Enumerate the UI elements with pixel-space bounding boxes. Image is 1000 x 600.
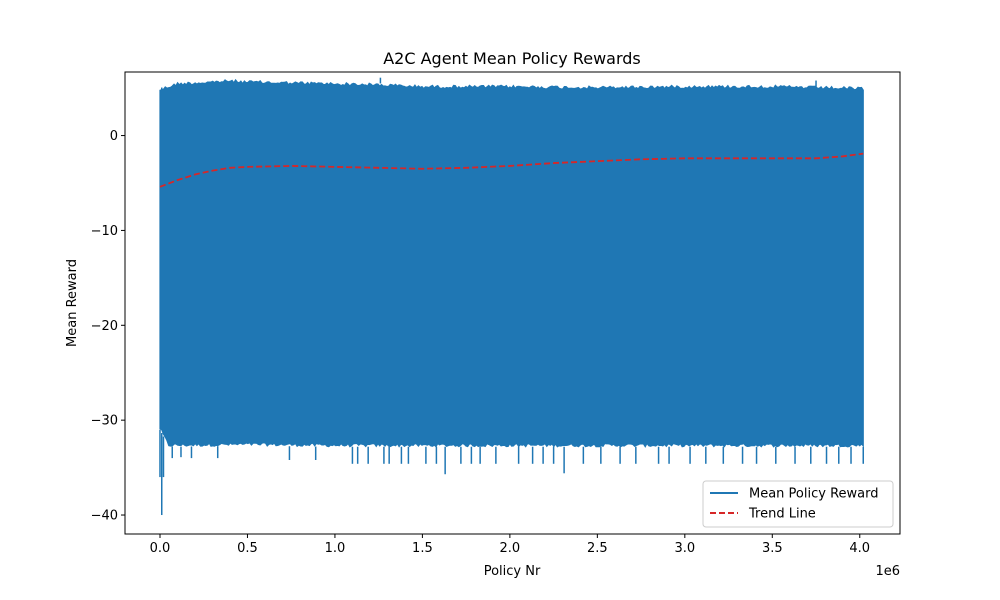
series-mean-policy-reward (159, 77, 865, 516)
y-axis-label: Mean Reward (65, 259, 80, 347)
plot-area (124, 71, 901, 535)
legend: Mean Policy Reward Trend Line (702, 480, 894, 528)
y-axis-ticks: 0 −10 −20 −30 −40 (91, 129, 125, 524)
x-tick-label: 0.5 (237, 541, 258, 556)
legend-label-mean-policy-reward: Mean Policy Reward (749, 487, 879, 502)
series-trend-line (159, 152, 864, 188)
x-tick-label: 3.0 (674, 541, 695, 556)
legend-label-trend-line: Trend Line (748, 507, 816, 522)
chart-title: A2C Agent Mean Policy Rewards (383, 49, 641, 68)
x-tick-label: 2.5 (587, 541, 608, 556)
x-axis-offset-label: 1e6 (875, 564, 900, 579)
plot-frame (124, 71, 901, 535)
y-tick-label: −20 (91, 319, 118, 334)
x-tick-label: 2.0 (500, 541, 521, 556)
reward-band (159, 78, 864, 448)
y-tick-label: 0 (110, 129, 118, 144)
y-tick-label: −40 (91, 509, 118, 524)
x-tick-label: 1.5 (412, 541, 433, 556)
y-tick-label: −30 (91, 414, 118, 429)
x-axis-label: Policy Nr (484, 564, 541, 579)
trend-line-path (159, 152, 864, 188)
legend-box (702, 480, 894, 528)
x-tick-label: 4.0 (849, 541, 870, 556)
x-tick-label: 3.5 (762, 541, 783, 556)
x-axis-ticks: 0.0 0.5 1.0 1.5 2.0 2.5 3.0 3.5 4.0 (150, 534, 870, 556)
x-tick-label: 0.0 (150, 541, 171, 556)
x-tick-label: 1.0 (325, 541, 346, 556)
y-tick-label: −10 (91, 224, 118, 239)
